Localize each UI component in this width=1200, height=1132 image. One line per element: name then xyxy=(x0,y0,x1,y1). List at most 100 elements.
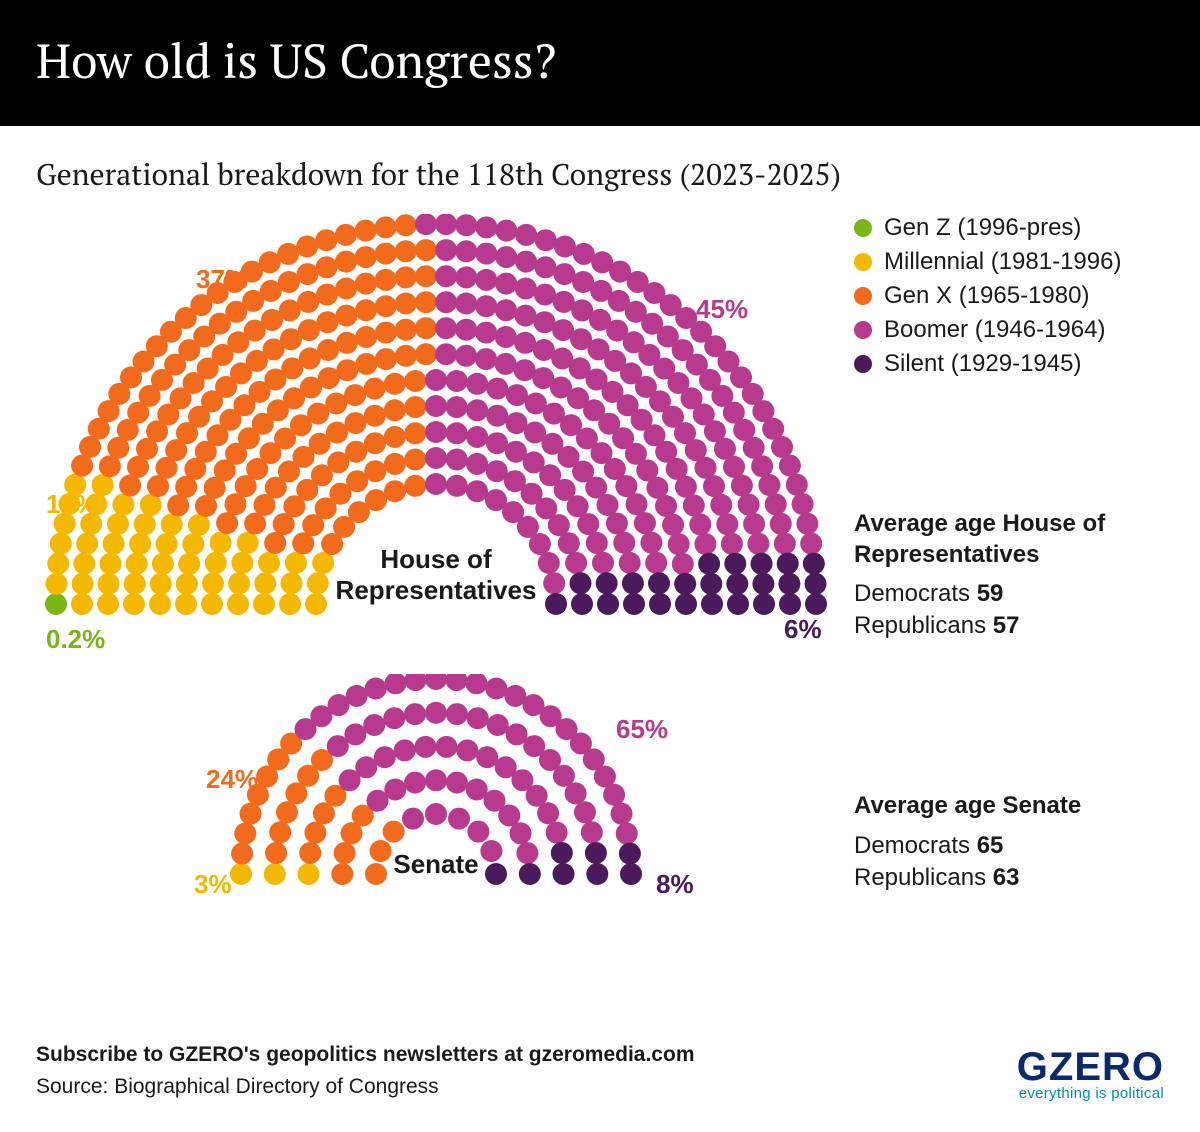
seat-dot xyxy=(675,593,697,615)
seat-dot xyxy=(537,802,559,824)
seat-dot xyxy=(616,823,638,845)
seat-dot xyxy=(402,808,424,830)
seat-dot xyxy=(188,514,210,536)
pct-label: 37% xyxy=(196,264,248,295)
seat-dot xyxy=(375,295,397,317)
seat-dot xyxy=(436,736,458,758)
seat-dot xyxy=(758,474,780,496)
seat-dot xyxy=(565,782,587,804)
seat-dot xyxy=(299,842,321,864)
seat-dot xyxy=(415,214,437,235)
pct-label: 6% xyxy=(784,614,822,645)
seat-dot xyxy=(344,723,366,745)
seat-dot xyxy=(554,236,576,258)
seat-dot xyxy=(535,229,557,251)
seat-dot xyxy=(336,305,358,327)
seat-dot xyxy=(404,772,426,794)
seat-dot xyxy=(565,552,587,574)
seat-dot xyxy=(375,322,397,344)
seat-dot xyxy=(364,405,386,427)
legend-item: Boomer (1946-1964) xyxy=(854,316,1164,344)
seat-dot xyxy=(384,426,406,448)
seat-dot xyxy=(355,220,377,242)
stat-row: Republicans 63 xyxy=(854,864,1164,892)
seat-dot xyxy=(703,475,725,497)
seat-dot xyxy=(134,513,156,535)
seat-dot xyxy=(672,553,694,575)
seat-dot xyxy=(466,373,488,395)
seat-dot xyxy=(317,339,339,361)
seat-dot xyxy=(304,822,326,844)
seat-dot xyxy=(383,707,405,729)
seat-dot xyxy=(455,214,477,236)
seat-dot xyxy=(365,489,387,511)
seat-dot xyxy=(182,533,204,555)
seat-dot xyxy=(456,739,478,761)
stat-title: Average age Senate xyxy=(854,790,1164,821)
seat-dot xyxy=(298,863,320,885)
seat-dot xyxy=(395,214,417,236)
seat-dot xyxy=(335,224,357,246)
seat-dot xyxy=(317,311,339,333)
seat-dot xyxy=(466,426,488,448)
subscribe-line: Subscribe to GZERO's geopolitics newslet… xyxy=(36,1039,695,1071)
seat-dot xyxy=(76,533,98,555)
seat-dot xyxy=(415,317,437,339)
footer-text: Subscribe to GZERO's geopolitics newslet… xyxy=(36,1039,695,1102)
pct-label: 3% xyxy=(194,869,232,900)
stat-row: Democrats 65 xyxy=(854,832,1164,860)
seat-dot xyxy=(364,432,386,454)
seat-dot xyxy=(786,474,808,496)
seat-dot xyxy=(425,447,447,469)
seat-dot xyxy=(435,214,457,235)
seat-dot xyxy=(425,674,447,690)
seat-dot xyxy=(435,343,457,365)
seat-dot xyxy=(743,513,765,535)
seat-dot xyxy=(515,251,537,273)
seat-dot xyxy=(515,224,537,246)
seat-dot xyxy=(73,553,95,575)
seat-dot xyxy=(364,460,386,482)
seat-dot xyxy=(97,593,119,615)
seat-dot xyxy=(415,265,437,287)
seat-dot xyxy=(202,572,224,594)
seat-dot xyxy=(611,803,633,825)
seat-dot xyxy=(455,319,477,341)
seat-dot xyxy=(716,513,738,535)
seat-dot xyxy=(495,299,517,321)
seat-dot xyxy=(545,593,567,615)
seat-dot xyxy=(325,393,347,415)
seat-dot xyxy=(344,384,366,406)
seat-dot xyxy=(375,348,397,370)
seat-dot xyxy=(375,216,397,238)
seat-dot xyxy=(315,229,337,251)
seat-dot xyxy=(778,573,800,595)
logo: GZERO everything is political xyxy=(1017,1049,1164,1102)
legend-label: Silent (1929-1945) xyxy=(884,350,1081,378)
pct-label: 45% xyxy=(696,294,748,325)
seat-dot xyxy=(495,220,517,242)
seat-dot xyxy=(571,593,593,615)
seat-dot xyxy=(774,533,796,555)
seat-dot xyxy=(205,552,227,574)
seat-dot xyxy=(710,494,732,516)
legend-dot xyxy=(854,355,872,373)
seat-dot xyxy=(364,378,386,400)
seat-dot xyxy=(297,291,319,313)
seat-dot xyxy=(264,863,286,885)
seat-dot xyxy=(597,593,619,615)
seat-dot xyxy=(425,369,447,391)
seat-dot xyxy=(227,593,249,615)
seat-dot xyxy=(751,455,773,477)
legend-label: Gen Z (1996-pres) xyxy=(884,214,1081,242)
seat-dot xyxy=(231,843,253,865)
seat-dot xyxy=(796,513,818,535)
seat-dot xyxy=(495,273,517,295)
seat-dot xyxy=(515,278,537,300)
seat-dot xyxy=(384,399,406,421)
seat-dot xyxy=(634,512,656,534)
seat-dot xyxy=(455,240,477,262)
seat-dot xyxy=(375,269,397,291)
seat-dot xyxy=(331,863,353,885)
seat-dot xyxy=(475,269,497,291)
